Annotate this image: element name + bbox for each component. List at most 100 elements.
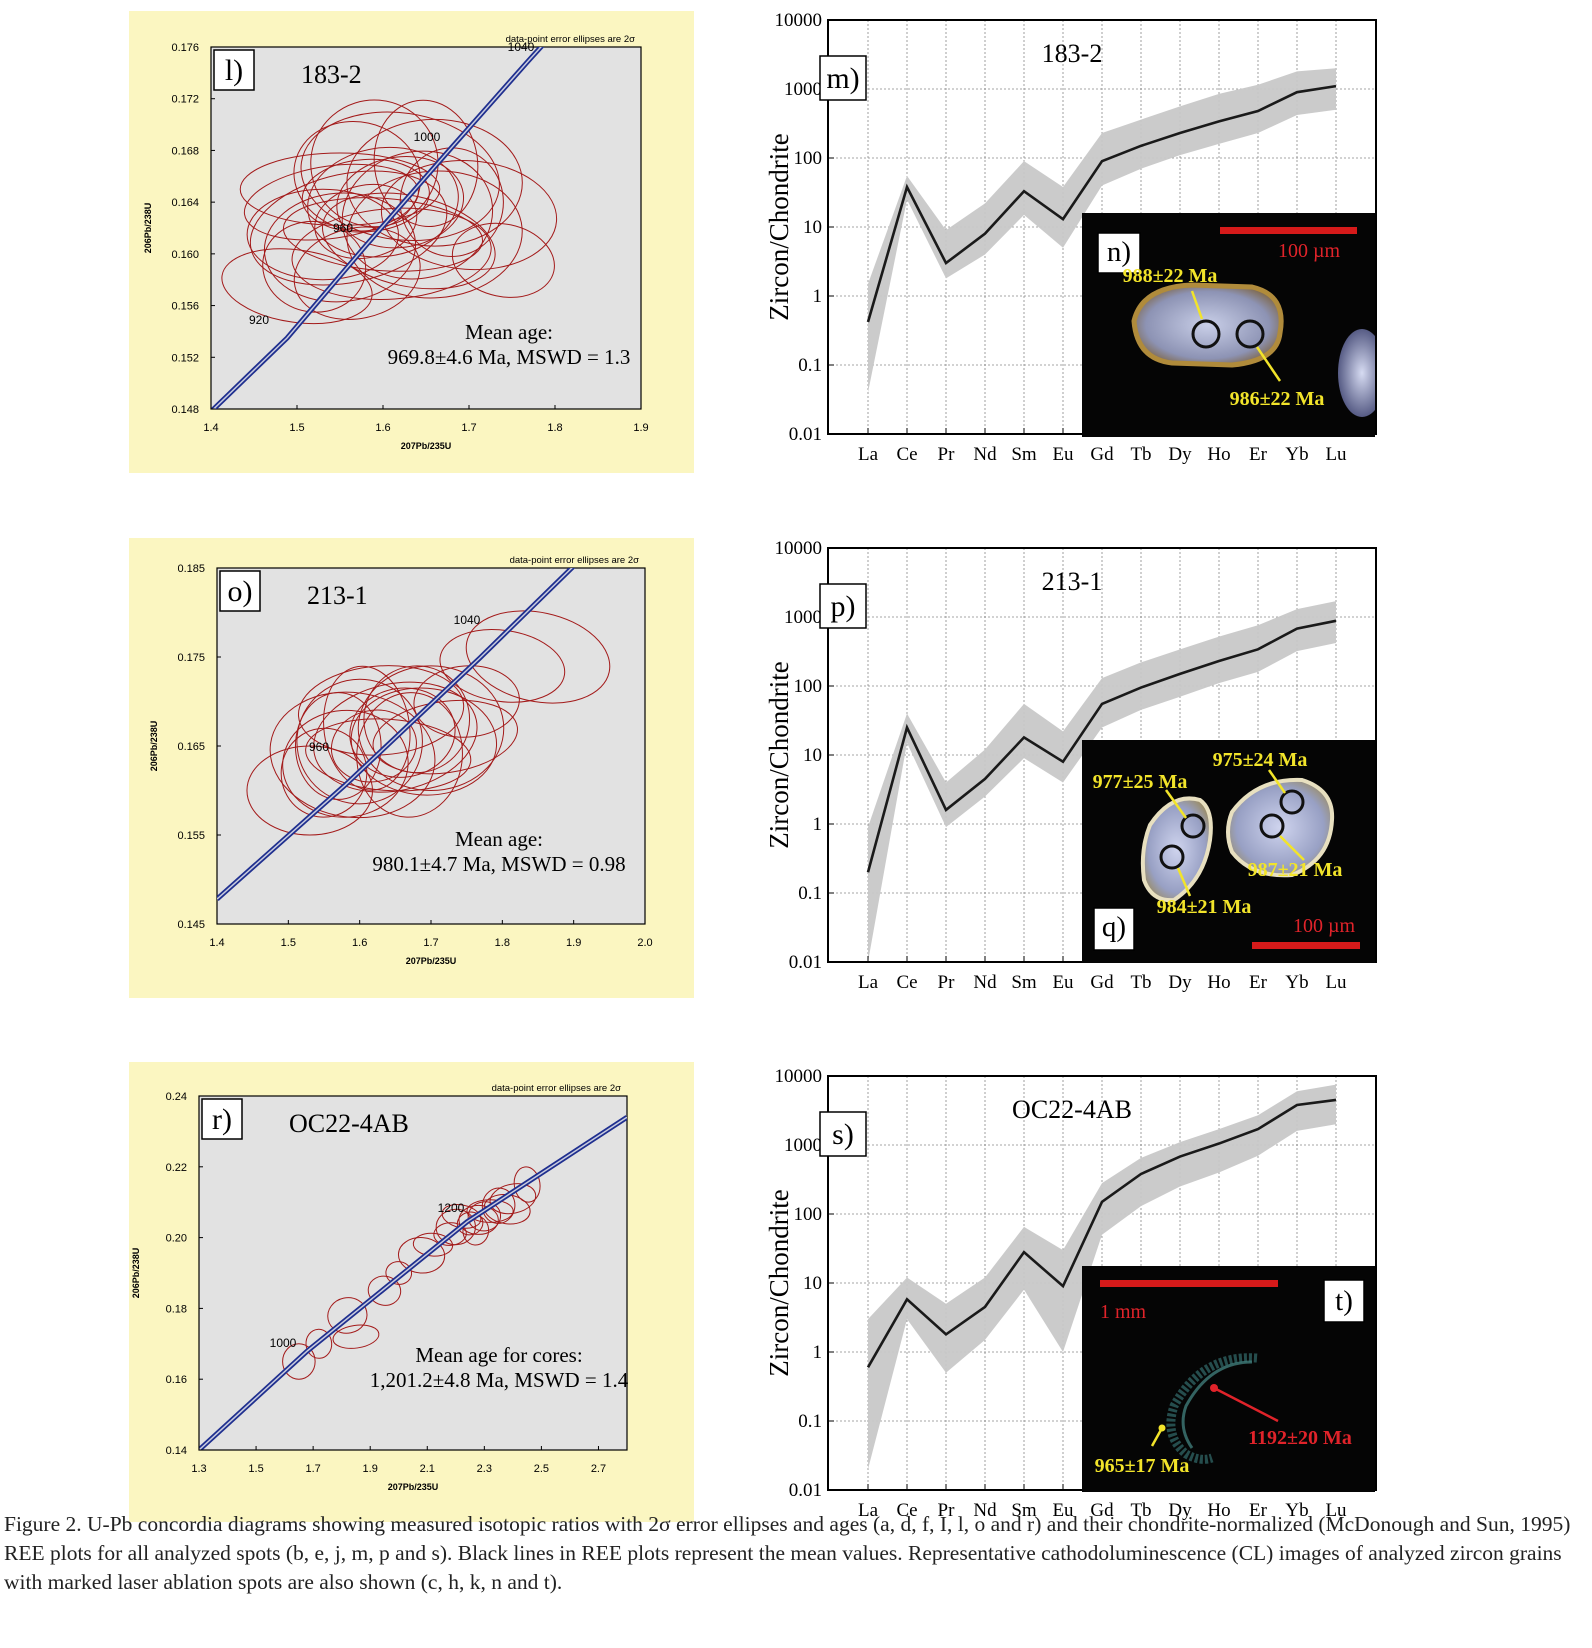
y-tick-label: 0.175 — [177, 652, 205, 664]
mean-age-value: 1,201.2±4.8 Ma, MSWD = 1.4 — [370, 1368, 629, 1392]
ellipse-note: data-point error ellipses are 2σ — [492, 1083, 622, 1094]
concordia-age-label: 960 — [309, 740, 329, 754]
error-ellipse — [397, 1237, 446, 1274]
panel-label-box — [819, 55, 867, 101]
x-tick-label: Eu — [1052, 1500, 1074, 1521]
x-axis-label: 207Pb/235U — [388, 1482, 439, 1492]
error-ellipse — [336, 155, 465, 249]
error-ellipse — [300, 111, 500, 242]
concordia-age-label: 960 — [333, 221, 353, 235]
x-tick-label: 1.5 — [281, 937, 296, 949]
age-label: 975±24 Ma — [1213, 749, 1308, 771]
x-tick-label: Tb — [1130, 1500, 1151, 1521]
x-tick-label: Er — [1249, 1500, 1268, 1521]
x-tick-label: Pr — [938, 1500, 956, 1521]
y-tick-label: 0.20 — [166, 1233, 187, 1245]
sample-label: OC22-4AB — [1012, 1095, 1132, 1124]
y-tick-label: 10 — [803, 217, 822, 238]
concordia-chart: 1.4 1.5 1.6 1.7 1.8 1.9 2.0 0.145 0.155 0.165 0.17… — [149, 555, 653, 966]
y-tick-label: 10 — [803, 1273, 822, 1294]
y-tick-label: 0.172 — [171, 94, 199, 106]
x-tick-label: 1.6 — [375, 422, 390, 434]
error-ellipse — [357, 665, 505, 791]
y-tick-label: 0.1 — [798, 1411, 822, 1432]
y-tick-label: 0.01 — [789, 1480, 822, 1501]
sample-label: 213-1 — [1042, 567, 1103, 596]
x-tick-label: Dy — [1168, 444, 1192, 465]
sample-label: OC22-4AB — [289, 1109, 409, 1138]
panel-label-box — [819, 1111, 867, 1157]
x-tick-label: Nd — [973, 444, 997, 465]
error-ellipse — [332, 1324, 380, 1349]
x-tick-label: 1.3 — [191, 1463, 206, 1475]
range-band — [868, 601, 1336, 962]
x-tick-label: Ho — [1207, 972, 1230, 993]
error-ellipse — [373, 99, 479, 228]
x-tick-label: Tb — [1130, 444, 1151, 465]
zircon-grain-illustration: q) 100 µm 975±24 Ma 977±25 Ma 987±21 Ma … — [1093, 749, 1360, 951]
y-tick-label: 0.1 — [798, 355, 822, 376]
concordia-curve-inner — [199, 1116, 627, 1450]
error-ellipse — [307, 146, 459, 258]
mean-line — [866, 619, 1337, 873]
error-ellipse — [321, 192, 496, 290]
error-ellipse — [221, 248, 373, 325]
x-tick-label: 2.1 — [420, 1463, 435, 1475]
x-tick-label: La — [858, 972, 879, 993]
error-ellipse — [313, 681, 478, 793]
x-tick-label: 1.5 — [248, 1463, 263, 1475]
concordia-age-label: 1200 — [438, 1201, 465, 1215]
plot-content — [211, 47, 558, 409]
error-ellipse — [243, 163, 419, 241]
concordia-chart: 1.3 1.5 1.7 1.9 2.1 2.3 2.5 2.7 0.14 0.16 0.18 0.20… — [131, 1083, 629, 1492]
x-tick-label: Ce — [896, 1500, 917, 1521]
scale-bar-label: 100 µm — [1278, 240, 1341, 262]
y-tick-label: 0.155 — [177, 830, 205, 842]
mean-age-heading: Mean age: — [465, 320, 553, 344]
x-tick-label: La — [858, 1500, 879, 1521]
concordia-age-label: 920 — [249, 313, 269, 327]
panel-label: l) — [225, 54, 243, 87]
y-tick-label: 0.160 — [171, 249, 199, 261]
x-tick-label: 1.5 — [289, 422, 304, 434]
error-ellipse — [489, 1183, 537, 1215]
x-tick-label: 1.4 — [203, 422, 218, 434]
cl-image-q: q) 100 µm 975±24 Ma 977±25 Ma 987±21 Ma … — [1082, 740, 1375, 963]
ellipse-note: data-point error ellipses are 2σ — [506, 34, 636, 45]
panel-label: t) — [1335, 1285, 1353, 1317]
x-tick-label: Nd — [973, 1500, 997, 1521]
error-ellipse — [458, 1204, 499, 1235]
y-tick-label: 0.165 — [177, 741, 205, 753]
scale-bar-label: 100 µm — [1293, 915, 1356, 937]
x-axis-label: 207Pb/235U — [406, 956, 457, 966]
plot-area — [216, 567, 646, 925]
x-tick-label: La — [858, 444, 879, 465]
y-tick-label: 1 — [813, 814, 823, 835]
error-ellipse — [413, 665, 520, 738]
y-tick-label: 10000 — [775, 538, 823, 559]
concordia-chart: 1.4 1.5 1.6 1.7 1.8 1.9 0.148 0.152 0.156 0.160 0.… — [143, 34, 649, 451]
y-tick-label: 1000 — [784, 1135, 822, 1156]
x-tick-label: 1.7 — [423, 937, 438, 949]
y-tick-label: 0.18 — [166, 1303, 187, 1315]
x-tick-label: 1.7 — [461, 422, 476, 434]
mean-age-heading: Mean age for cores: — [415, 1343, 582, 1367]
x-tick-label: Lu — [1325, 972, 1347, 993]
error-ellipse — [451, 222, 555, 298]
zircon-grain-illustration: t) 1 mm 965±17 Ma 1192±20 Ma — [1095, 1279, 1365, 1477]
panel-label: m) — [826, 62, 859, 95]
error-ellipse — [291, 207, 492, 301]
age-label: 1192±20 Ma — [1248, 1427, 1352, 1449]
y-tick-label: 0.01 — [789, 952, 822, 973]
figure-caption: Figure 2. U-Pb concordia diagrams showin… — [4, 1512, 1571, 1594]
concordia-age-label: 1000 — [270, 1336, 297, 1350]
y-tick-label: 0.152 — [171, 352, 199, 364]
x-tick-label: Yb — [1285, 972, 1308, 993]
y-tick-label: 0.164 — [171, 197, 199, 209]
age-label: 977±25 Ma — [1093, 771, 1188, 793]
x-tick-label: Pr — [938, 972, 956, 993]
x-tick-label: Ce — [896, 444, 917, 465]
error-ellipse — [367, 1275, 402, 1306]
y-tick-label: 0.145 — [177, 919, 205, 931]
y-axis-label: 206Pb/238U — [143, 203, 153, 254]
